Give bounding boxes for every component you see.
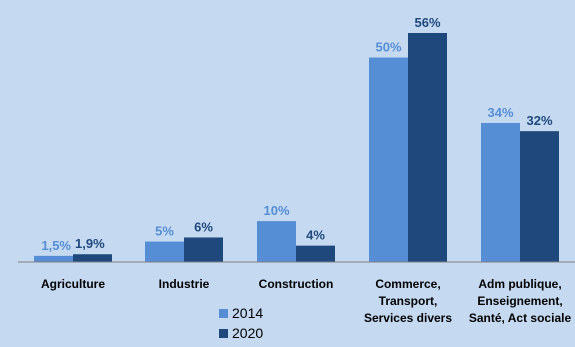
legend-swatch-2014 [219,309,228,318]
category-label-4-0: Adm publique, [478,277,561,291]
legend-swatch-2020 [219,329,228,338]
value-label-2014-2: 10% [263,203,289,218]
bar-2020-2 [296,245,335,262]
value-label-2014-0: 1,5% [41,238,71,253]
category-label-3-2: Services divers [364,311,452,325]
legend-label-2020: 2020 [232,325,263,341]
category-label-0-0: Agriculture [41,277,105,291]
value-label-2014-3: 50% [375,40,401,55]
bar-2014-2 [257,221,296,262]
value-labels-layer: 1,5% 1,9% 5% 6% 10% 4% 50% 56% 34% 32% [41,15,553,253]
category-label-4-2: Santé, Act sociale [469,311,572,325]
value-label-2014-1: 5% [155,224,174,239]
bar-2014-4 [481,122,520,262]
bar-2014-3 [369,57,408,263]
value-label-2020-3: 56% [414,15,440,30]
legend: 2014 2020 [219,305,263,341]
value-label-2020-1: 6% [194,219,213,234]
bars-layer [34,33,559,263]
bar-2014-1 [145,241,184,262]
category-labels-layer: Agriculture Industrie Construction Commerce… [41,277,571,325]
bar-2020-4 [520,131,559,262]
bar-2014-0 [34,255,73,262]
bar-2020-3 [408,33,447,262]
category-label-4-1: Enseignement, [477,294,562,308]
value-label-2020-0: 1,9% [75,236,105,251]
value-label-2020-2: 4% [306,228,325,243]
value-label-2020-4: 32% [526,113,552,128]
category-label-2-0: Construction [259,277,334,291]
legend-label-2014: 2014 [232,305,263,321]
bar-2020-1 [184,237,223,262]
category-label-3-1: Transport, [379,294,438,308]
category-label-1-0: Industrie [159,277,210,291]
value-label-2014-4: 34% [487,105,513,120]
category-label-3-0: Commerce, [375,277,440,291]
bar-2020-0 [73,254,112,262]
